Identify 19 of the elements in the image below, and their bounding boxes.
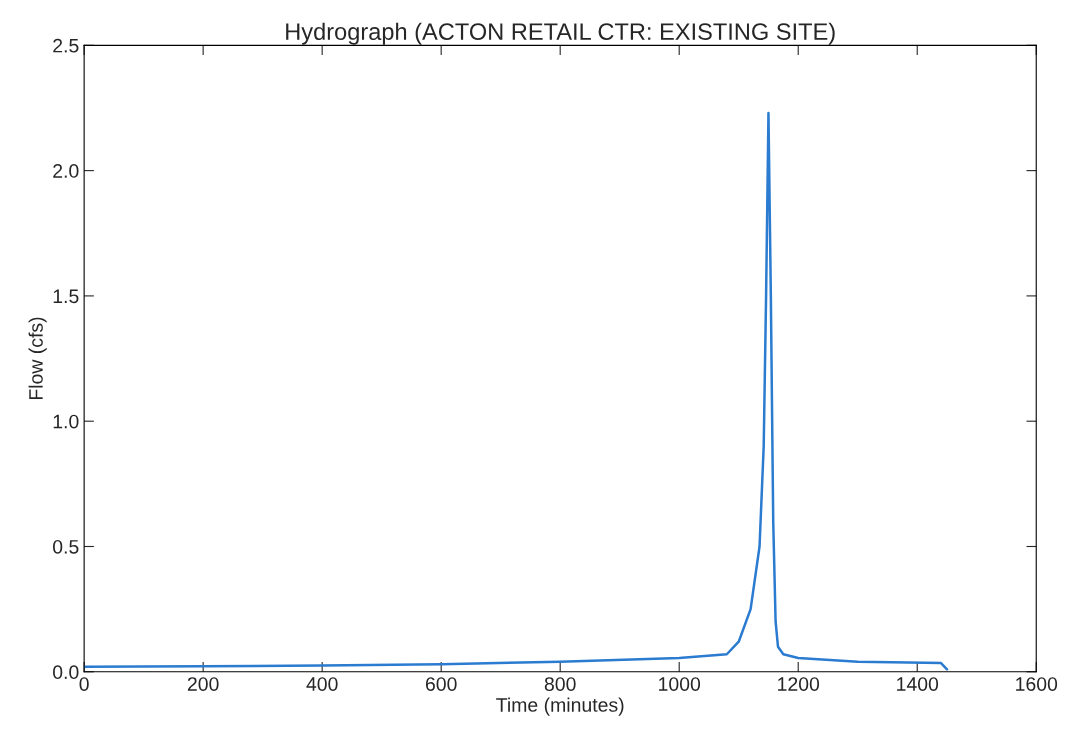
x-tick-label: 800 xyxy=(544,677,576,691)
y-tick-label: 1.5 xyxy=(53,289,79,304)
x-tick-label: 1000 xyxy=(659,677,701,691)
y-tick-label: 2.5 xyxy=(53,38,79,53)
x-tick-label: 1600 xyxy=(1016,677,1058,691)
chart-title: Hydrograph (ACTON RETAIL CTR: EXISTING SITE) xyxy=(286,22,835,45)
y-tick-label: 1.0 xyxy=(53,414,79,429)
x-tick-label: 1400 xyxy=(897,677,939,691)
x-tick-label: 600 xyxy=(425,677,457,691)
line-series xyxy=(84,111,949,671)
x-tick-label: 200 xyxy=(187,677,219,691)
x-tick-label: 0 xyxy=(79,677,89,691)
x-axis-title: Time (minutes) xyxy=(496,697,624,716)
y-axis-title: Flow (cfs) xyxy=(28,317,47,400)
y-tick-label: 2.0 xyxy=(53,164,79,178)
x-tick-label: 400 xyxy=(306,677,338,691)
y-tick-label: 0.0 xyxy=(53,665,79,680)
y-tick-label: 0.5 xyxy=(53,539,79,554)
x-tick-label: 1200 xyxy=(778,677,820,691)
